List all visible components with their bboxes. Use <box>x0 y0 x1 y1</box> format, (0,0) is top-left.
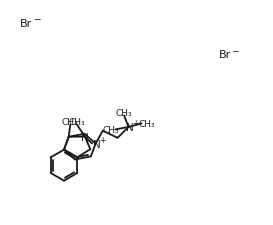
Text: +: + <box>99 135 106 144</box>
Text: CH₃: CH₃ <box>102 125 119 134</box>
Text: CH₃: CH₃ <box>62 117 79 126</box>
Text: CH₃: CH₃ <box>116 109 132 117</box>
Text: N: N <box>126 122 134 132</box>
Text: Br: Br <box>20 19 32 29</box>
Text: N: N <box>93 139 101 149</box>
Text: −: − <box>33 15 40 24</box>
Text: N: N <box>81 132 89 142</box>
Text: Br: Br <box>218 50 231 60</box>
Text: CH₃: CH₃ <box>69 117 85 126</box>
Text: −: − <box>232 46 239 55</box>
Text: +: + <box>132 119 139 128</box>
Text: CH₃: CH₃ <box>138 119 155 128</box>
